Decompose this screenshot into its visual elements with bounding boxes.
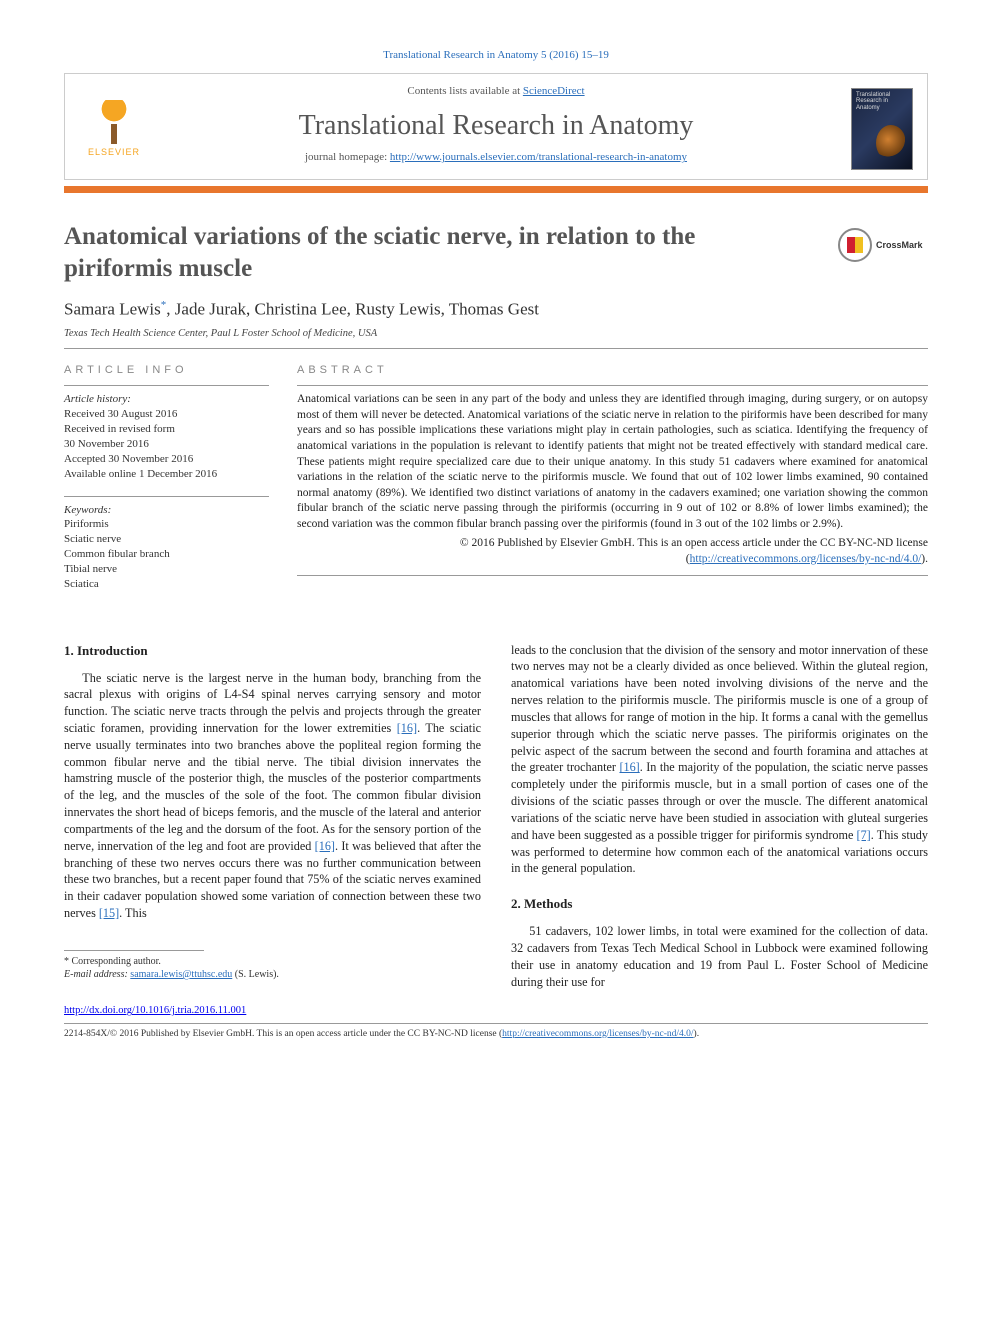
abstract-rule-bottom bbox=[297, 575, 928, 576]
affiliation: Texas Tech Health Science Center, Paul L… bbox=[64, 327, 928, 341]
elsevier-logo-label: ELSEVIER bbox=[88, 146, 140, 158]
accent-bar bbox=[64, 186, 928, 193]
ref-link-16b[interactable]: [16] bbox=[315, 839, 335, 853]
intro-paragraph-1: The sciatic nerve is the largest nerve i… bbox=[64, 670, 481, 922]
homepage-line: journal homepage: http://www.journals.el… bbox=[169, 150, 823, 165]
article-history-block: Article history: Received 30 August 2016… bbox=[64, 392, 269, 481]
footer-rule bbox=[64, 1023, 928, 1024]
article-title-text: Anatomical variations of the sciatic ner… bbox=[64, 223, 695, 281]
ref-link-15[interactable]: [15] bbox=[99, 906, 119, 920]
intro-text: . The sciatic nerve usually terminates i… bbox=[64, 721, 481, 853]
history-line: Received 30 August 2016 bbox=[64, 407, 269, 422]
issn-text: 2214-854X/© 2016 Published by Elsevier G… bbox=[64, 1029, 502, 1039]
footer-issn-line: 2214-854X/© 2016 Published by Elsevier G… bbox=[64, 1028, 928, 1041]
corr-symbol: * bbox=[161, 299, 167, 311]
article-info-column: ARTICLE INFO Article history: Received 3… bbox=[64, 363, 269, 606]
journal-cover-thumbnail: Translational Research in Anatomy bbox=[851, 88, 913, 170]
body-column-right: leads to the conclusion that the divisio… bbox=[511, 642, 928, 991]
contents-prefix: Contents lists available at bbox=[407, 85, 522, 97]
keywords-block: Keywords: Piriformis Sciatic nerve Commo… bbox=[64, 503, 269, 592]
article-info-heading: ARTICLE INFO bbox=[64, 363, 269, 378]
copyright-close: ). bbox=[921, 553, 928, 565]
rule-under-authors bbox=[64, 348, 928, 349]
crossmark-label: CrossMark bbox=[876, 240, 923, 251]
keyword: Tibial nerve bbox=[64, 562, 269, 577]
article-title: Anatomical variations of the sciatic ner… bbox=[64, 221, 928, 284]
abstract-rule-top bbox=[297, 385, 928, 386]
methods-paragraph-1: 51 cadavers, 102 lower limbs, in total w… bbox=[511, 923, 928, 990]
email-label: E-mail address: bbox=[64, 969, 128, 980]
corresponding-author-note: * Corresponding author. E-mail address: … bbox=[64, 955, 481, 981]
doi-line: http://dx.doi.org/10.1016/j.tria.2016.11… bbox=[64, 1004, 928, 1018]
crossmark-icon bbox=[838, 228, 872, 262]
elsevier-tree-icon bbox=[92, 100, 136, 144]
keywords-label: Keywords: bbox=[64, 503, 269, 518]
issn-close: ). bbox=[694, 1029, 700, 1039]
keyword: Sciatic nerve bbox=[64, 532, 269, 547]
header-center: Contents lists available at ScienceDirec… bbox=[169, 84, 823, 165]
ref-link-16c[interactable]: [16] bbox=[619, 760, 639, 774]
methods-heading: 2. Methods bbox=[511, 895, 928, 913]
history-line: Accepted 30 November 2016 bbox=[64, 452, 269, 467]
ref-link-7[interactable]: [7] bbox=[857, 828, 871, 842]
info-rule-1 bbox=[64, 385, 269, 386]
cover-title: Translational Research in Anatomy bbox=[856, 92, 908, 112]
elsevier-logo: ELSEVIER bbox=[79, 88, 149, 158]
body-column-left: 1. Introduction The sciatic nerve is the… bbox=[64, 642, 481, 991]
corr-rule bbox=[64, 950, 204, 951]
license-link[interactable]: http://creativecommons.org/licenses/by-n… bbox=[690, 553, 922, 565]
abstract-heading: ABSTRACT bbox=[297, 363, 928, 378]
history-label: Article history: bbox=[64, 392, 269, 407]
abstract-column: ABSTRACT Anatomical variations can be se… bbox=[297, 363, 928, 606]
intro-paragraph-2: leads to the conclusion that the divisio… bbox=[511, 642, 928, 878]
abstract-text: Anatomical variations can be seen in any… bbox=[297, 392, 928, 532]
corr-label: * Corresponding author. bbox=[64, 955, 481, 968]
keyword: Sciatica bbox=[64, 577, 269, 592]
footer-license-link[interactable]: http://creativecommons.org/licenses/by-n… bbox=[502, 1029, 693, 1039]
intro-text: leads to the conclusion that the divisio… bbox=[511, 643, 928, 775]
history-line: 30 November 2016 bbox=[64, 437, 269, 452]
crossmark-badge[interactable]: CrossMark bbox=[838, 225, 928, 265]
homepage-prefix: journal homepage: bbox=[305, 151, 390, 163]
body-columns: 1. Introduction The sciatic nerve is the… bbox=[64, 642, 928, 991]
abstract-copyright: © 2016 Published by Elsevier GmbH. This … bbox=[297, 536, 928, 567]
journal-header-box: ELSEVIER Translational Research in Anato… bbox=[64, 73, 928, 180]
authors-line: Samara Lewis*, Jade Jurak, Christina Lee… bbox=[64, 298, 928, 322]
keyword: Piriformis bbox=[64, 517, 269, 532]
corr-email-link[interactable]: samara.lewis@ttuhsc.edu bbox=[130, 969, 232, 980]
homepage-link[interactable]: http://www.journals.elsevier.com/transla… bbox=[390, 151, 687, 163]
ref-link-16a[interactable]: [16] bbox=[397, 721, 417, 735]
info-rule-2 bbox=[64, 496, 269, 497]
intro-text: . This bbox=[119, 906, 147, 920]
intro-heading: 1. Introduction bbox=[64, 642, 481, 660]
corr-email-name: (S. Lewis). bbox=[235, 969, 279, 980]
info-abstract-row: ARTICLE INFO Article history: Received 3… bbox=[64, 363, 928, 606]
journal-name: Translational Research in Anatomy bbox=[169, 107, 823, 145]
history-line: Available online 1 December 2016 bbox=[64, 467, 269, 482]
keyword: Common fibular branch bbox=[64, 547, 269, 562]
page-root: Translational Research in Anatomy 5 (201… bbox=[0, 0, 992, 1080]
sciencedirect-link[interactable]: ScienceDirect bbox=[523, 85, 585, 97]
history-line: Received in revised form bbox=[64, 422, 269, 437]
citation-header: Translational Research in Anatomy 5 (201… bbox=[64, 48, 928, 63]
contents-line: Contents lists available at ScienceDirec… bbox=[169, 84, 823, 99]
doi-link[interactable]: http://dx.doi.org/10.1016/j.tria.2016.11… bbox=[64, 1005, 246, 1016]
